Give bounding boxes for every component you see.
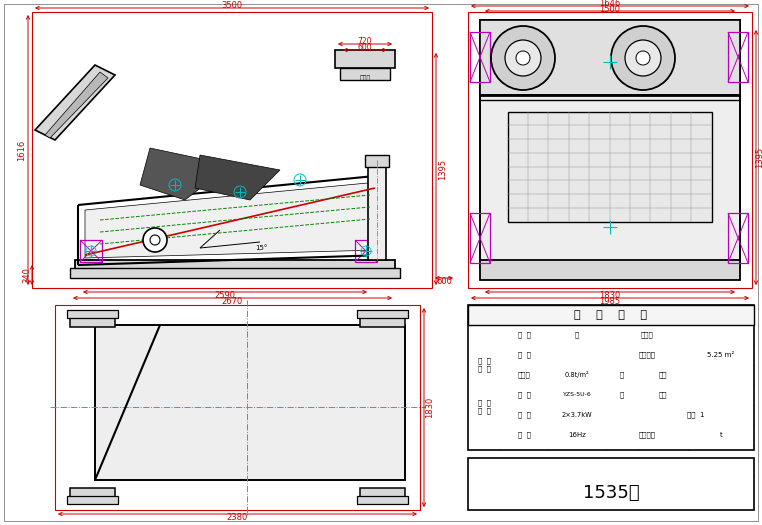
Bar — [95, 325, 405, 480]
Bar — [340, 68, 390, 80]
Bar — [357, 496, 408, 504]
Bar — [468, 458, 754, 510]
Bar — [508, 112, 712, 222]
Text: 1395: 1395 — [438, 159, 447, 180]
Bar — [67, 310, 118, 318]
Text: 2×3.7kW: 2×3.7kW — [562, 412, 592, 418]
Bar — [365, 155, 389, 167]
Text: 1500: 1500 — [600, 5, 620, 14]
Bar — [470, 32, 490, 82]
Text: 600: 600 — [357, 43, 373, 51]
Text: 激振量: 激振量 — [517, 372, 530, 379]
Bar — [80, 240, 102, 262]
Bar — [67, 496, 118, 504]
Text: 型式: 型式 — [659, 372, 668, 379]
Bar — [355, 240, 377, 262]
Bar — [360, 488, 405, 500]
Text: 度: 度 — [575, 332, 579, 338]
Circle shape — [491, 26, 555, 90]
Text: 1830: 1830 — [425, 396, 434, 417]
Text: 技    术    特    征: 技 术 特 征 — [575, 310, 648, 320]
Text: 720: 720 — [357, 37, 373, 46]
Text: 15°: 15° — [255, 245, 267, 251]
Bar — [70, 315, 115, 327]
Text: 16Hz: 16Hz — [568, 432, 586, 438]
Circle shape — [611, 26, 675, 90]
Bar — [468, 12, 752, 288]
Bar — [480, 20, 740, 95]
Text: 600: 600 — [436, 278, 452, 287]
Circle shape — [505, 40, 541, 76]
Text: 340: 340 — [23, 267, 31, 283]
Text: 1395: 1395 — [755, 146, 762, 167]
Bar — [360, 315, 405, 327]
Bar — [335, 50, 395, 68]
Text: 喷水管: 喷水管 — [360, 75, 370, 81]
Text: 驱  动
电  机: 驱 动 电 机 — [478, 400, 491, 414]
Bar — [32, 12, 432, 288]
Text: 孔径: 孔径 — [659, 392, 668, 398]
Text: t: t — [719, 432, 722, 438]
Bar — [70, 268, 400, 278]
Text: YZS-5U-6: YZS-5U-6 — [562, 393, 591, 397]
Circle shape — [516, 51, 530, 65]
Bar — [75, 260, 395, 278]
Text: 1616: 1616 — [18, 139, 27, 161]
Polygon shape — [45, 72, 108, 138]
Text: 名  称: 名 称 — [517, 332, 530, 338]
Text: 频  率: 频 率 — [517, 432, 530, 438]
Circle shape — [625, 40, 661, 76]
Bar — [368, 165, 386, 260]
Text: 1646: 1646 — [600, 0, 620, 8]
Text: 型  号: 型 号 — [517, 392, 530, 398]
Text: 2590: 2590 — [214, 290, 235, 299]
Text: 筛分面积: 筛分面积 — [639, 352, 655, 358]
Polygon shape — [35, 65, 115, 140]
Circle shape — [143, 228, 167, 252]
Text: 5.25 m²: 5.25 m² — [707, 352, 735, 358]
Text: 0.8t/m²: 0.8t/m² — [565, 372, 589, 379]
Text: 功  率: 功 率 — [517, 412, 530, 418]
Text: 筛: 筛 — [620, 372, 624, 379]
Text: 庄  度: 庄 度 — [517, 352, 530, 358]
Text: 1535型: 1535型 — [583, 484, 639, 502]
Text: 1830: 1830 — [600, 290, 620, 299]
Bar — [55, 305, 420, 510]
Polygon shape — [195, 155, 280, 200]
Text: 2380: 2380 — [226, 513, 248, 522]
Text: 处理量: 处理量 — [641, 332, 653, 338]
Text: 设备重量: 设备重量 — [639, 432, 655, 438]
Text: 3500: 3500 — [222, 2, 242, 10]
Text: 筛  分
原  料: 筛 分 原 料 — [478, 358, 491, 372]
Bar — [470, 213, 490, 263]
Circle shape — [636, 51, 650, 65]
Bar — [480, 20, 740, 268]
Polygon shape — [85, 182, 378, 258]
Polygon shape — [140, 148, 230, 200]
Text: 层数  1: 层数 1 — [687, 412, 705, 418]
Bar — [357, 310, 408, 318]
Bar — [468, 305, 754, 450]
Circle shape — [150, 235, 160, 245]
Bar — [728, 32, 748, 82]
Text: 2670: 2670 — [222, 297, 242, 306]
Bar — [728, 213, 748, 263]
Text: 1985: 1985 — [600, 297, 620, 306]
Bar — [480, 260, 740, 280]
Bar — [468, 305, 754, 325]
Bar — [70, 488, 115, 500]
Text: 板: 板 — [620, 392, 624, 398]
